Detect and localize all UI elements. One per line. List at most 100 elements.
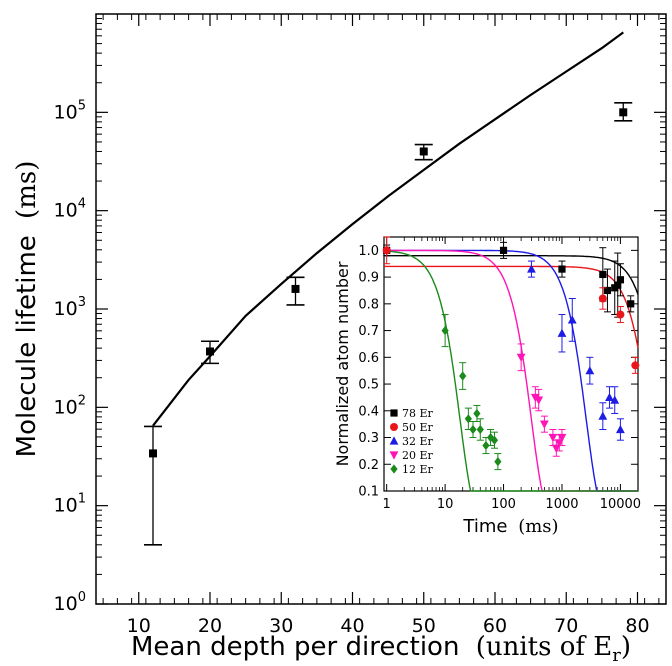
inset-data-point (469, 424, 477, 435)
main-x-axis-title: Mean depth per direction (131, 632, 459, 662)
inset-data-point (516, 353, 526, 362)
main-y-tick-base: 10 (54, 396, 78, 418)
main-y-axis-units: (ms) (12, 161, 42, 219)
inset-data-point (382, 246, 391, 255)
inset-data-points (382, 236, 640, 471)
main-x-tick-label: 30 (269, 615, 293, 637)
inset-x-tick-label: 1000 (545, 497, 578, 512)
main-x-tick-label: 20 (198, 615, 222, 637)
main-y-tick-base: 10 (54, 101, 78, 123)
inset-data-point (616, 424, 625, 434)
inset-y-tick-label: 0.5 (358, 378, 379, 393)
inset-data-point (494, 456, 502, 467)
inset-legend-label: 78 Er (402, 407, 434, 420)
inset-legend-label: 12 Er (402, 463, 434, 476)
main-y-tick-base: 10 (54, 200, 78, 222)
inset-legend-marker (389, 451, 399, 460)
inset-data-point (610, 395, 620, 404)
inset-legend-marker (390, 423, 398, 431)
inset-x-axis-label: Time (ms) (462, 516, 558, 537)
main-y-tick-exponent: 3 (78, 295, 86, 310)
inset-data-point (473, 408, 481, 419)
inset-fit-curve (384, 265, 639, 348)
inset-data-point (605, 392, 614, 402)
inset-data-point (627, 300, 635, 308)
inset-data-point (557, 328, 567, 337)
main-x-tick-label: 60 (483, 615, 507, 637)
inset-y-tick-label: 0.7 (358, 324, 379, 339)
inset-data-point (616, 276, 625, 284)
main-y-tick-exponent: 4 (78, 197, 86, 212)
main-data-point (619, 108, 628, 117)
inset-chart: 1 10 100 1000 10000 0.1 0.2 0.3 0.4 0.5 0.6 0.7 0.8… (333, 236, 641, 537)
main-x-axis-units-sub: r (612, 645, 621, 666)
inset-background (384, 237, 638, 491)
inset-data-point (486, 432, 495, 443)
inset-y-tick-label: 0.9 (358, 271, 379, 286)
inset-data-point (534, 396, 544, 405)
main-x-axis-units-close: ) (621, 632, 631, 662)
inset-fit-curve (384, 255, 639, 295)
inset-data-point (482, 440, 490, 451)
main-y-axis-label: Molecule lifetime (ms) (12, 161, 42, 458)
inset-y-tick-label: 0.2 (358, 458, 379, 473)
main-y-tick-label: 100 (54, 590, 86, 615)
inset-data-point (614, 281, 622, 289)
main-data-point (149, 449, 157, 458)
inset-y-tick-label: 0.1 (358, 485, 379, 500)
inset-data-point (499, 246, 508, 254)
inset-data-point (598, 411, 608, 420)
main-x-tick-label: 70 (554, 615, 578, 637)
main-x-axis-units: (units of E (476, 632, 613, 662)
inset-data-point (539, 420, 549, 429)
inset-legend-marker (390, 409, 398, 417)
main-y-tick-base: 10 (54, 298, 78, 320)
main-x-axis-label: Mean depth per direction (units of Er) (131, 632, 631, 666)
inset-data-point (631, 361, 640, 370)
inset-legend-marker (390, 464, 398, 474)
inset-data-point (598, 294, 607, 303)
inset-legend-label: 32 Er (402, 435, 434, 448)
inset-data-point (527, 264, 536, 273)
main-fit-curve (152, 31, 624, 427)
main-x-axis: 10 20 30 40 50 60 70 80 (102, 14, 660, 637)
main-x-tick-label: 10 (127, 615, 151, 637)
inset-data-point (490, 435, 499, 445)
inset-data-point (441, 325, 449, 336)
main-y-axis-title: Molecule lifetime (12, 235, 42, 457)
inset-data-point (548, 433, 558, 443)
inset-x-axis-units: (ms) (518, 516, 558, 537)
main-y-tick-base: 10 (54, 495, 78, 517)
main-y-tick-exponent: 2 (78, 393, 86, 408)
main-data-point (419, 147, 428, 156)
inset-y-tick-label: 0.6 (358, 351, 379, 366)
inset-legend-marker (389, 436, 399, 445)
inset-y-tick-label: 0.4 (358, 404, 379, 419)
inset-data-point (459, 371, 467, 381)
inset-y-axis-label: Normalized atom number (333, 261, 352, 466)
main-x-tick-label: 40 (340, 615, 364, 637)
inset-legend-label: 50 Er (402, 421, 434, 434)
inset-data-point (616, 310, 625, 319)
inset-data-point (603, 286, 612, 295)
inset-data-point (476, 424, 484, 435)
main-y-tick-label: 104 (54, 197, 86, 222)
main-y-tick-exponent: 0 (78, 590, 86, 605)
main-data-point (291, 284, 300, 293)
inset-fit-curve (383, 250, 638, 492)
inset-x-tick-label: 10000 (600, 497, 641, 512)
main-y-tick-label: 102 (54, 393, 86, 418)
inset-data-point (585, 366, 595, 375)
inset-y-tick-label: 1.0 (358, 244, 379, 259)
inset-data-point (558, 265, 566, 273)
main-y-tick-exponent: 5 (78, 98, 86, 113)
inset-data-point (567, 315, 577, 324)
inset-x-tick-label: 1 (383, 497, 391, 512)
main-y-tick-exponent: 1 (78, 492, 86, 507)
main-x-tick-label: 80 (625, 615, 649, 637)
main-y-tick-base: 10 (54, 593, 78, 615)
inset-x-tick-label: 10 (437, 497, 454, 512)
